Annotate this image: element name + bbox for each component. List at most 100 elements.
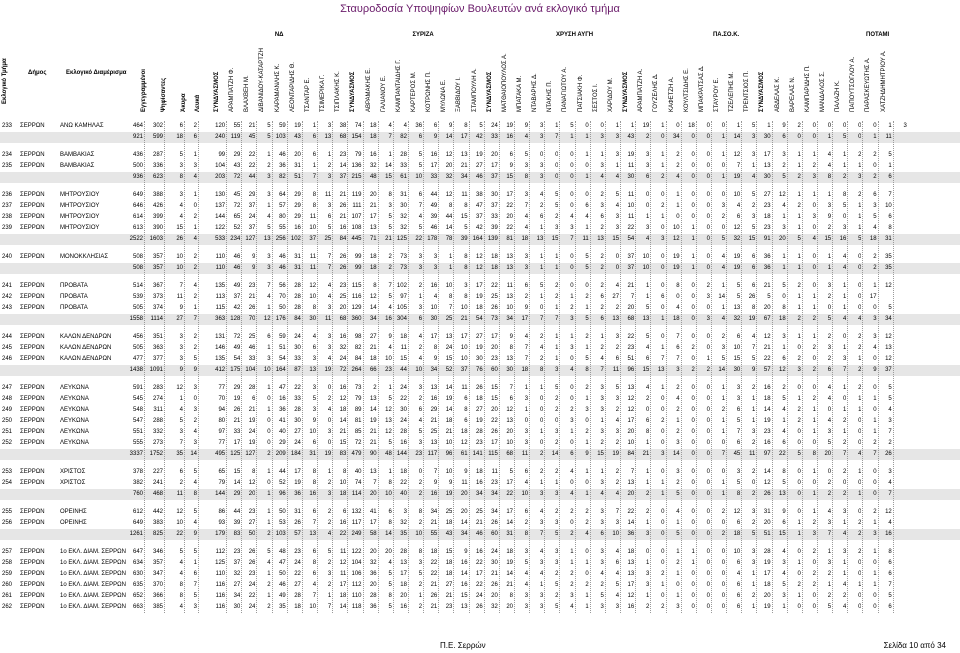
cell-value: 21 [430, 418, 438, 424]
cell-value: 36 [279, 163, 286, 169]
cell-value: 7 [615, 509, 620, 515]
cell-value: 21 [460, 316, 468, 322]
cell-value: 12 [627, 396, 635, 402]
cell-value: 3 [736, 396, 741, 402]
cell-value: 4 [418, 418, 423, 424]
cell-value: 2 [418, 396, 423, 402]
cell-value: 65 [233, 214, 241, 220]
cell-value: 1 [797, 294, 801, 300]
table-row: 240 ΣΕΡΡΩΝ ΜΟΝΟΚΚΛΗΣΙΑΣ 508 357 10 2 110 46 9 3 46 3… [0, 252, 960, 263]
cell-value: 70 [218, 396, 226, 402]
cell-value: 22 [476, 582, 483, 588]
cell-value: 34 [491, 509, 498, 515]
cell-value: 48 [279, 549, 286, 555]
cell-value: 74 [354, 123, 362, 129]
cell-value: 26 [430, 593, 438, 599]
cell-value: 8 [252, 469, 256, 475]
cell-value: 3 [646, 531, 650, 537]
cell-value: 12 [176, 509, 183, 515]
cell-value: 2 [524, 294, 529, 300]
cell-value: 5 [797, 236, 801, 242]
cell-value: 1 [524, 385, 529, 391]
cell-value: 32 [233, 571, 241, 577]
cell-value: 1 [812, 418, 816, 424]
cell-value: 1 [661, 385, 665, 391]
cell-value: 5 [418, 571, 423, 577]
cell-value: 0 [267, 440, 271, 446]
cell-value: 34 [672, 134, 680, 140]
cell-value: 3 [600, 480, 604, 486]
cell-value: 1 [570, 560, 574, 566]
cell-value: 20 [491, 593, 498, 599]
cell-value: 13 [460, 152, 468, 158]
cell-value: 273 [152, 440, 163, 446]
cell-value: 479 [351, 451, 362, 457]
cell-value: 0 [524, 418, 529, 424]
footer-page-number: Σελίδα 10 από 34 [883, 641, 946, 650]
cell-value: 141 [472, 451, 483, 457]
table-row: 248 ΣΕΡΡΩΝ ΛΕΥΚΩΝΑ 545 274 1 0 70 19 6 0 16 33 5 2 12 79… [0, 394, 960, 405]
cell-diam: ΜΟΝΟΚΚΛΗΣΙΑΣ [60, 254, 109, 260]
cell-value: 57 [763, 367, 771, 373]
cell-value: 54 [233, 356, 241, 362]
cell-value: 8 [388, 520, 392, 526]
cell-value: 1114 [150, 316, 163, 322]
cell-value: 31 [885, 236, 892, 242]
cell-value: 0 [661, 192, 665, 198]
cell-value: 6 [736, 582, 741, 588]
cell-value: 234 [230, 236, 241, 242]
cell-value: 7 [842, 451, 847, 457]
cell-value: 30 [476, 356, 483, 362]
cell-value: 5 [782, 396, 786, 402]
cell-value: 2 [842, 440, 847, 446]
cell-value: 1 [736, 123, 741, 129]
cell-value: 9 [179, 367, 183, 373]
cell-value: 5 [418, 429, 423, 435]
cell-value: 21 [445, 593, 453, 599]
cell-dimos: ΣΕΡΡΩΝ [20, 469, 45, 475]
cell-value: 10 [415, 531, 423, 537]
cell-value: 72 [233, 174, 241, 180]
cell-value: 1 [842, 385, 847, 391]
cell-value: 383 [152, 520, 163, 526]
cell-value: 5 [646, 334, 650, 340]
cell-value: 19 [748, 316, 756, 322]
cell-value: 83 [233, 531, 241, 537]
cell-value: 0 [812, 604, 816, 610]
cell-value: 11 [324, 192, 332, 198]
cell-value: 16 [385, 316, 392, 322]
cell-value: 2 [797, 174, 801, 180]
cell-value: 15 [597, 451, 604, 457]
cell-value: 5 [767, 294, 771, 300]
cell-value: 1 [691, 254, 695, 260]
cell-tm: 236 [2, 192, 13, 198]
cell-value: 14 [385, 531, 392, 537]
cell-value: 227 [152, 469, 163, 475]
cell-value: 1 [752, 418, 756, 424]
cell-value: 0 [615, 265, 620, 271]
cell-value: 32 [445, 174, 453, 180]
col-header-label: ΝΤΑΒΑΡΗΣ Δ. [532, 73, 539, 112]
cell-value: 125 [215, 560, 226, 566]
cell-value: 1 [600, 334, 604, 340]
cell-value: 363 [152, 345, 163, 351]
cell-value: 99 [354, 254, 362, 260]
cell-value: 7 [449, 305, 453, 311]
cell-value: 3 [418, 385, 423, 391]
cell-value: 2 [267, 604, 271, 610]
cell-value: 3 [888, 418, 892, 424]
cell-value: 10 [642, 254, 650, 260]
cell-value: 12 [885, 334, 892, 340]
cell-value: 18 [779, 316, 786, 322]
cell-value: 5 [388, 214, 392, 220]
cell-value: 1 [797, 265, 801, 271]
grid-line [665, 121, 667, 613]
cell-value: 178 [427, 236, 438, 242]
cell-value: 8 [312, 192, 317, 198]
cell-value: 7 [600, 367, 604, 373]
cell-value: 2 [858, 152, 862, 158]
grid-line [271, 121, 273, 613]
cell-value: 9 [193, 531, 197, 537]
cell-value: 7 [676, 334, 680, 340]
cell-value: 19 [672, 254, 680, 260]
